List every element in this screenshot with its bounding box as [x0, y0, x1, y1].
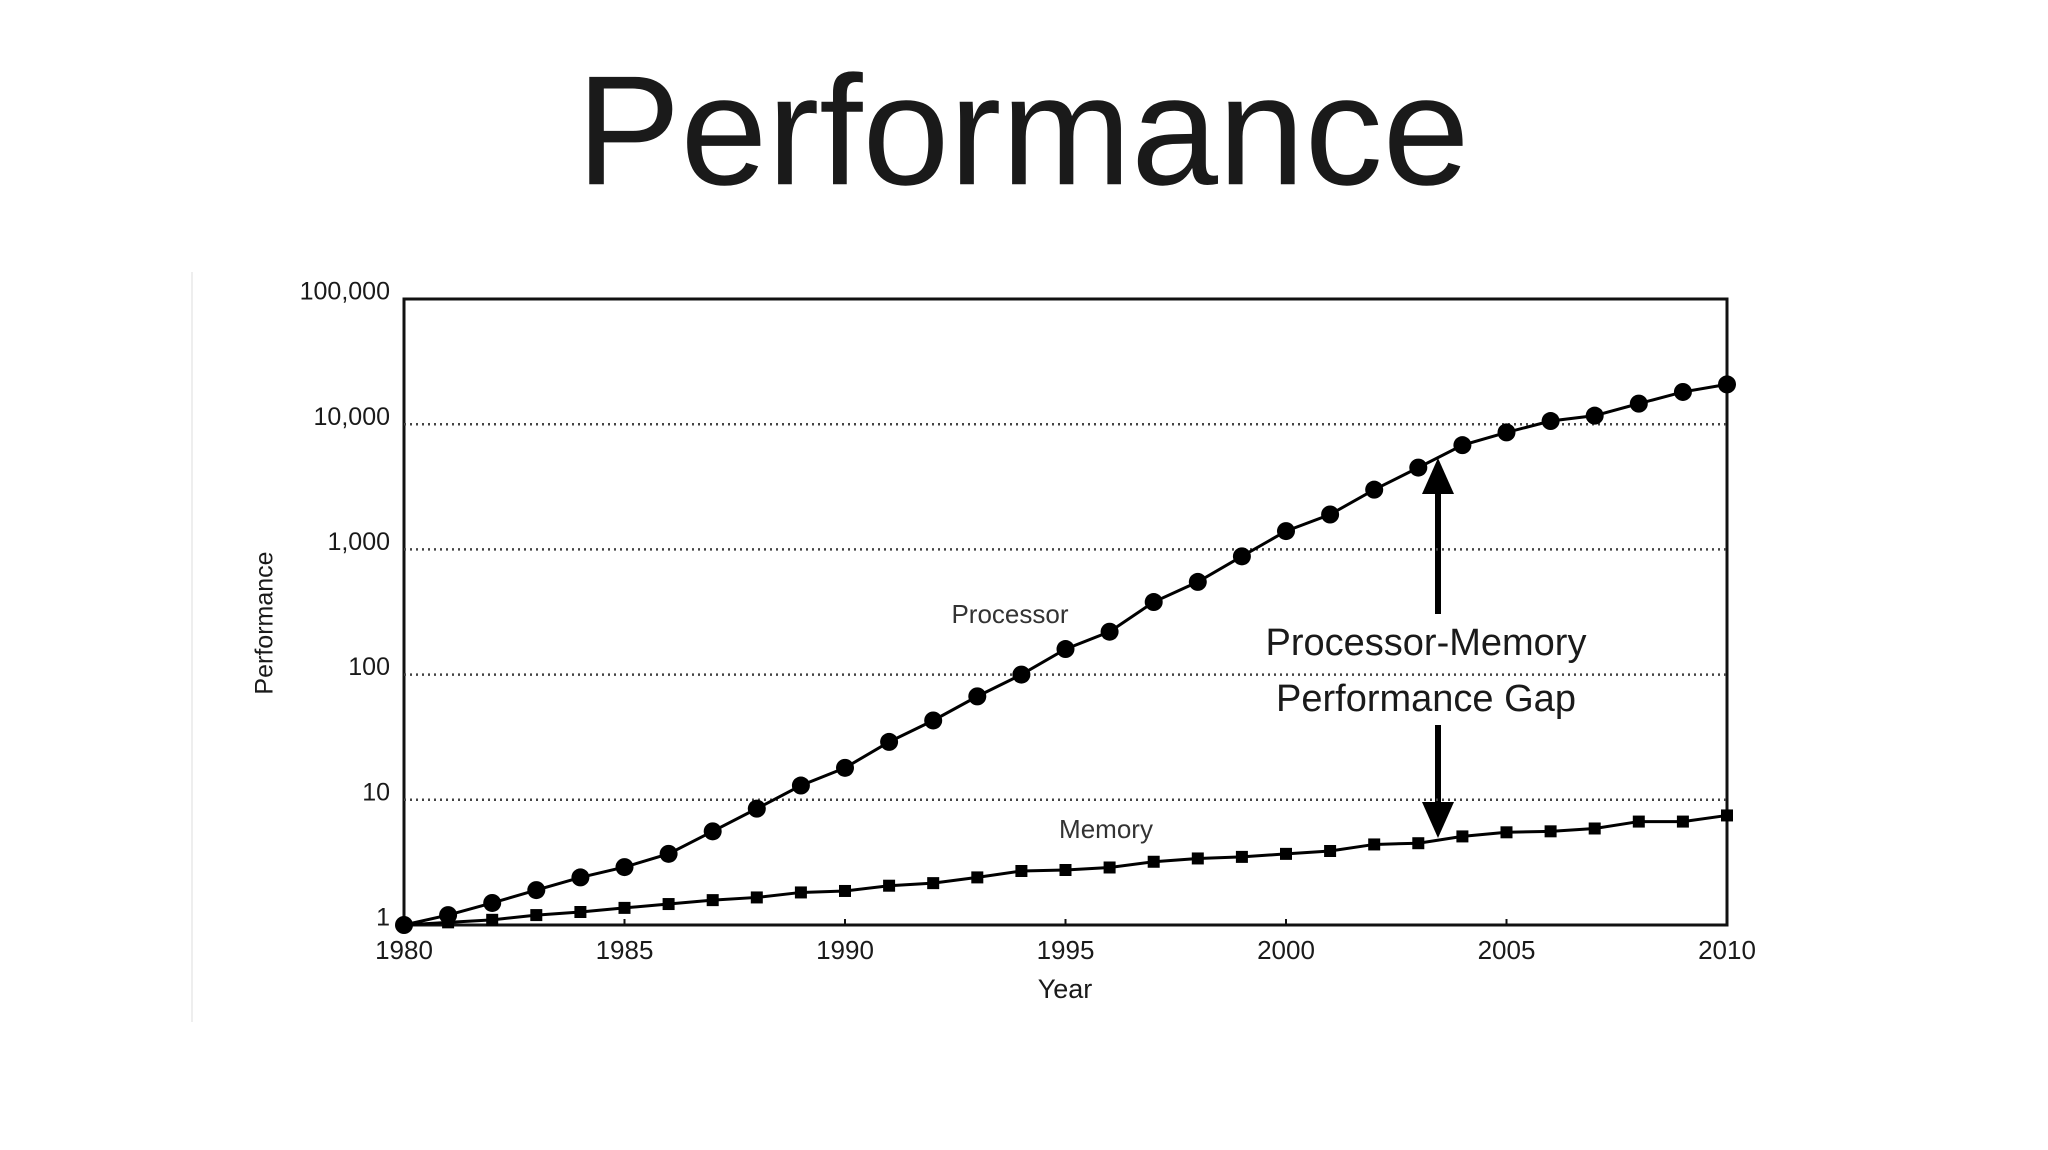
marker: [750, 891, 763, 904]
x-tick-label: 2005: [1478, 935, 1536, 965]
series: [398, 809, 1733, 931]
marker: [615, 858, 634, 877]
marker: [1191, 852, 1204, 865]
marker: [1456, 830, 1469, 843]
marker: [971, 871, 984, 884]
marker: [442, 916, 455, 929]
marker: [1147, 855, 1160, 868]
marker: [1412, 837, 1425, 850]
marker: [1015, 864, 1028, 877]
marker: [1277, 522, 1295, 541]
marker: [574, 906, 587, 919]
marker: [571, 868, 590, 887]
series-label: Processor: [951, 599, 1068, 629]
marker: [703, 822, 722, 841]
marker: [527, 881, 546, 900]
y-tick-label: 100,000: [300, 278, 390, 306]
marker: [1365, 480, 1384, 499]
annotation: Performance Gap: [1276, 678, 1576, 720]
marker: [530, 909, 543, 922]
marker: [1324, 844, 1337, 857]
y-tick-label: 100: [348, 653, 390, 681]
x-tick-label: 1995: [1037, 935, 1095, 965]
marker: [1673, 382, 1692, 401]
marker: [1409, 458, 1428, 477]
marker: [1232, 547, 1251, 566]
marker: [1588, 822, 1601, 835]
y-tick-label: 10: [362, 778, 390, 806]
marker: [1718, 375, 1736, 394]
arrow-head: [1422, 802, 1454, 838]
series: [395, 375, 1736, 934]
marker: [1368, 838, 1381, 851]
arrow-head: [1422, 458, 1454, 494]
marker: [1632, 815, 1645, 828]
marker: [1500, 826, 1513, 839]
marker: [924, 711, 943, 730]
marker: [1056, 640, 1075, 659]
slide-title: Performance: [576, 44, 1469, 218]
marker: [1059, 863, 1072, 876]
marker: [662, 898, 675, 911]
marker: [1585, 406, 1604, 425]
marker: [483, 893, 502, 912]
y-tick-label: 1: [376, 904, 390, 932]
annotation: Processor-Memory: [1266, 622, 1587, 664]
series-label: Memory: [1059, 814, 1153, 844]
x-axis-label: Year: [1038, 974, 1093, 1004]
marker: [659, 844, 678, 863]
marker: [706, 894, 719, 907]
marker: [927, 877, 940, 890]
marker: [1100, 622, 1119, 641]
x-tick-label: 1985: [596, 935, 654, 965]
marker: [1676, 815, 1689, 828]
marker: [1103, 861, 1116, 874]
x-tick-label: 2000: [1257, 935, 1315, 965]
x-tick-label: 2010: [1698, 935, 1756, 965]
marker: [1280, 847, 1292, 860]
marker: [398, 919, 410, 931]
marker: [1629, 394, 1648, 413]
marker: [836, 758, 854, 777]
marker: [1012, 665, 1031, 684]
marker: [486, 913, 499, 926]
marker: [1188, 572, 1207, 591]
marker: [747, 799, 766, 818]
marker: [1453, 436, 1472, 455]
marker: [1144, 593, 1163, 612]
marker: [1544, 825, 1557, 838]
marker: [1541, 412, 1560, 431]
y-tick-label: 10,000: [314, 403, 390, 431]
y-tick-label: 1,000: [327, 528, 390, 556]
marker: [791, 776, 810, 795]
marker: [883, 879, 896, 892]
x-tick-label: 1980: [375, 935, 433, 965]
marker: [794, 886, 807, 899]
marker: [1321, 505, 1340, 524]
marker: [1235, 850, 1248, 863]
marker: [1721, 809, 1733, 822]
marker: [1497, 423, 1516, 442]
gap-arrow: [1422, 458, 1454, 838]
marker: [618, 901, 631, 914]
marker: [839, 884, 851, 897]
y-axis-label: Performance: [251, 551, 279, 694]
marker: [968, 687, 987, 706]
x-tick-label: 1990: [816, 935, 874, 965]
marker: [880, 732, 899, 751]
